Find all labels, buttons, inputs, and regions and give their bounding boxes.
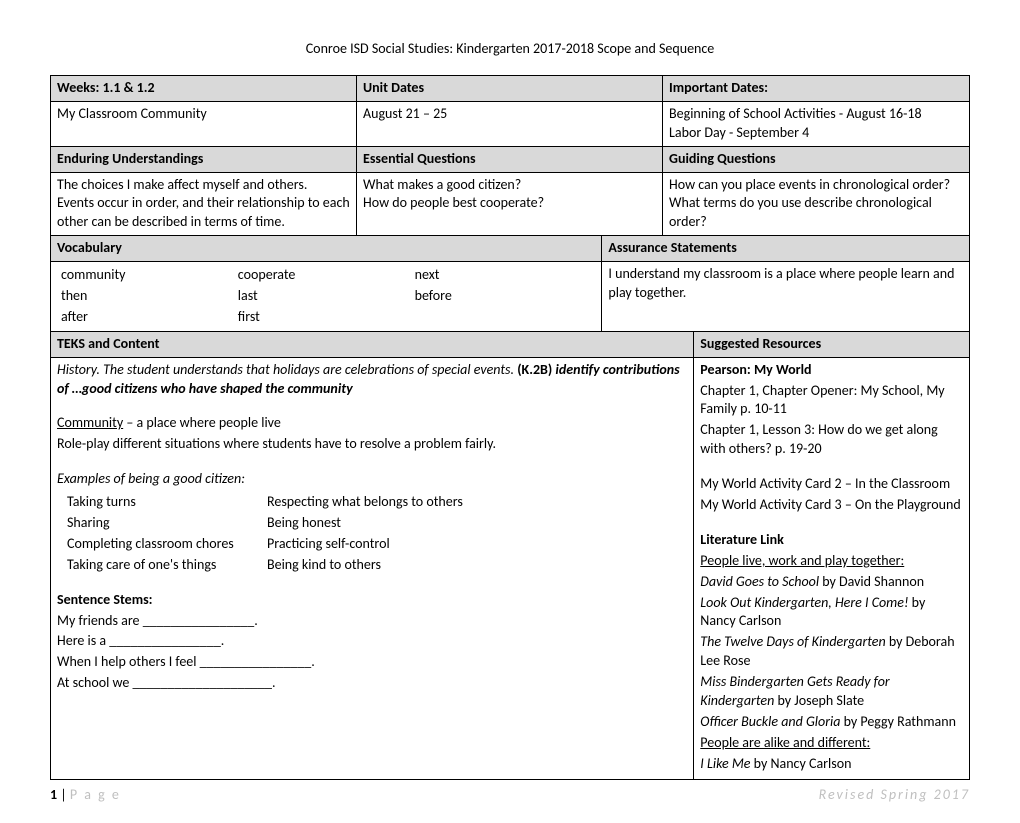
sentence-stem: Here is a ________________. [57, 632, 687, 651]
citizen-item: Taking care of one's things [67, 556, 267, 575]
vocab-item: next [415, 265, 592, 286]
enduring-header: Enduring Understandings [51, 146, 357, 172]
essential-2: How do people best cooperate? [363, 194, 656, 213]
literature-link-heading: Literature Link [700, 531, 963, 550]
resource-book: The Twelve Days of Kindergarten by Debor… [700, 633, 963, 671]
resource-subheading: People are alike and different: [700, 734, 963, 753]
important-date-2: Labor Day - September 4 [669, 124, 963, 143]
citizen-item: Completing classroom chores [67, 535, 267, 554]
scope-table: Weeks: 1.1 & 1.2 Unit Dates Important Da… [50, 75, 970, 236]
resource-heading: Pearson: My World [700, 361, 963, 380]
essential-1: What makes a good citizen? [363, 176, 656, 195]
header-row-2: Enduring Understandings Essential Questi… [51, 146, 970, 172]
sentence-stem: At school we ____________________. [57, 674, 687, 693]
vocab-header: Vocabulary [51, 236, 602, 261]
teks-table: TEKS and Content Suggested Resources His… [50, 332, 970, 780]
essential-cell: What makes a good citizen? How do people… [357, 172, 663, 236]
citizen-item: Taking turns [67, 493, 267, 512]
resource-line: My World Activity Card 3 – On the Playgr… [700, 496, 963, 515]
vocab-grid: community cooperate next then last befor… [57, 265, 595, 328]
citizen-item: Respecting what belongs to others [267, 493, 677, 512]
enduring-cell: The choices I make affect myself and oth… [51, 172, 357, 236]
resource-book: I Like Me by Nancy Carlson [700, 755, 963, 774]
page-number: 1 | P a g e [50, 786, 121, 803]
guiding-cell: How can you place events in chronologica… [663, 172, 970, 236]
page-title: Conroe ISD Social Studies: Kindergarten … [50, 40, 970, 57]
teks-roleplay-line: Role-play different situations where stu… [57, 435, 687, 454]
resource-line: Chapter 1, Lesson 3: How do we get along… [700, 421, 963, 459]
values-row-1: My Classroom Community August 21 – 25 Be… [51, 101, 970, 146]
citizen-item: Practicing self-control [267, 535, 677, 554]
assurance-header: Assurance Statements [602, 236, 970, 261]
vocab-item: first [238, 307, 415, 328]
enduring-1: The choices I make affect myself and oth… [57, 176, 350, 195]
citizen-item: Sharing [67, 514, 267, 533]
important-dates-header: Important Dates: [663, 76, 970, 102]
resources-cell: Pearson: My World Chapter 1, Chapter Ope… [694, 357, 970, 779]
vocab-item: then [61, 286, 238, 307]
weeks-header: Weeks: 1.1 & 1.2 [51, 76, 357, 102]
resource-subheading: People live, work and play together: [700, 552, 963, 571]
resource-line: My World Activity Card 2 – In the Classr… [700, 475, 963, 494]
citizen-item: Being kind to others [267, 556, 677, 575]
essential-header: Essential Questions [357, 146, 663, 172]
vocab-item: after [61, 307, 238, 328]
enduring-2: Events occur in order, and their relatio… [57, 194, 350, 232]
vocab-cell: community cooperate next then last befor… [51, 262, 602, 332]
page-footer: 1 | P a g e Revised Spring 2017 [50, 786, 970, 803]
citizen-grid: Taking turns Respecting what belongs to … [57, 491, 687, 577]
sentence-stems-heading: Sentence Stems: [57, 591, 687, 610]
unit-name: My Classroom Community [51, 101, 357, 146]
important-dates: Beginning of School Activities - August … [663, 101, 970, 146]
resource-book: Look Out Kindergarten, Here I Come! by N… [700, 594, 963, 632]
header-row-1: Weeks: 1.1 & 1.2 Unit Dates Important Da… [51, 76, 970, 102]
assurance-cell: I understand my classroom is a place whe… [602, 262, 970, 332]
revision-note: Revised Spring 2017 [819, 786, 970, 803]
sentence-stem: My friends are ________________. [57, 612, 687, 631]
vocab-item: before [415, 286, 592, 307]
vocab-table: Vocabulary Assurance Statements communit… [50, 236, 970, 332]
teks-history-line: History. The student understands that ho… [57, 361, 687, 399]
sentence-stem: When I help others I feel ______________… [57, 653, 687, 672]
unit-dates-header: Unit Dates [357, 76, 663, 102]
resource-book: Miss Bindergarten Gets Ready for Kinderg… [700, 673, 963, 711]
teks-header: TEKS and Content [51, 332, 694, 357]
resource-book: David Goes to School by David Shannon [700, 573, 963, 592]
teks-community-line: Community – a place where people live [57, 414, 687, 433]
values-row-2: The choices I make affect myself and oth… [51, 172, 970, 236]
vocab-item: cooperate [238, 265, 415, 286]
unit-dates: August 21 – 25 [357, 101, 663, 146]
vocab-item: last [238, 286, 415, 307]
resource-line: Chapter 1, Chapter Opener: My School, My… [700, 382, 963, 420]
citizen-item: Being honest [267, 514, 677, 533]
guiding-1: How can you place events in chronologica… [669, 176, 963, 195]
important-date-1: Beginning of School Activities - August … [669, 105, 963, 124]
teks-examples-heading: Examples of being a good citizen: [57, 470, 687, 489]
resource-book: Officer Buckle and Gloria by Peggy Rathm… [700, 713, 963, 732]
guiding-header: Guiding Questions [663, 146, 970, 172]
resources-header: Suggested Resources [694, 332, 970, 357]
teks-cell: History. The student understands that ho… [51, 357, 694, 779]
guiding-2: What terms do you use describe chronolog… [669, 194, 963, 232]
vocab-item: community [61, 265, 238, 286]
vocab-item [415, 307, 592, 328]
